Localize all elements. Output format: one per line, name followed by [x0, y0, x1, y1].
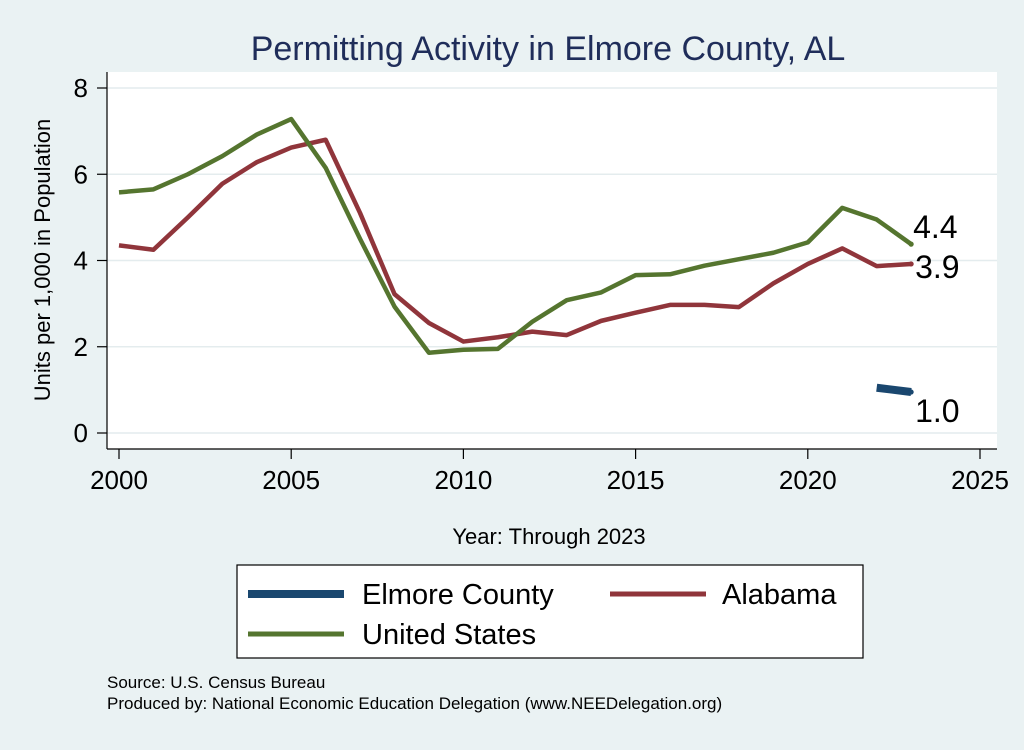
y-tick-label: 4	[74, 246, 88, 276]
source-note: Source: U.S. Census Bureau	[107, 673, 325, 692]
series-end-marker-alabama	[908, 261, 914, 267]
producer-note: Produced by: National Economic Education…	[107, 694, 722, 713]
legend-items: Elmore County Alabama United States	[248, 579, 837, 651]
y-axis-label: Units per 1,000 in Population	[30, 119, 55, 402]
x-axis-label: Year: Through 2023	[452, 524, 645, 549]
gridlines	[107, 87, 997, 434]
series-end-marker-united-states	[908, 241, 914, 247]
end-label-alabama: 3.9	[915, 249, 959, 285]
x-tick-label: 2020	[779, 465, 837, 495]
y-tick-label: 6	[74, 159, 88, 189]
end-labels: 1.0 3.9 4.4	[913, 209, 959, 429]
y-tick-label: 2	[74, 332, 88, 362]
x-tick-label: 2015	[607, 465, 665, 495]
chart-title: Permitting Activity in Elmore County, AL	[251, 30, 846, 68]
end-label-united-states: 4.4	[913, 209, 957, 245]
series-layer	[118, 116, 914, 397]
series-line-united-states	[118, 116, 913, 356]
series-line-elmore-county	[876, 383, 912, 397]
legend-box	[236, 564, 864, 659]
legend-label-elmore-county: Elmore County	[362, 579, 554, 611]
axes: 0 2 4 6 8 2000 2005 2010 2015 2020 2025	[74, 72, 1009, 495]
legend: Elmore County Alabama United States	[236, 564, 864, 659]
legend-label-alabama: Alabama	[722, 579, 837, 611]
legend-label-united-states: United States	[362, 619, 536, 651]
end-label-elmore-county: 1.0	[915, 393, 959, 429]
x-tick-label: 2000	[90, 465, 148, 495]
x-tick-label: 2025	[951, 465, 1009, 495]
series-end-marker-elmore-county	[908, 389, 914, 395]
y-tick-label: 8	[74, 73, 88, 103]
x-tick-label: 2010	[434, 465, 492, 495]
y-tick-label: 0	[74, 418, 88, 448]
x-tick-label: 2005	[262, 465, 320, 495]
